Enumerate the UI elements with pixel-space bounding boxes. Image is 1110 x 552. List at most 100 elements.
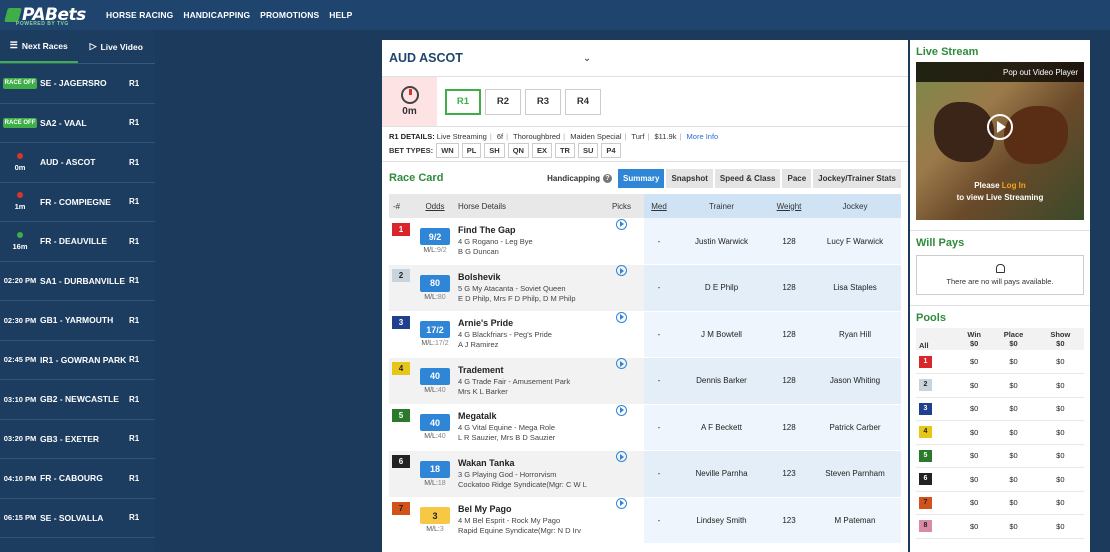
more-info-link[interactable]: More Info (686, 132, 719, 141)
race-list-item[interactable]: 0m AUD - ASCOT R1 (0, 143, 155, 183)
play-video-icon[interactable] (616, 265, 627, 277)
morning-line-value: 40 (437, 433, 446, 441)
bet-type-ex[interactable]: EX (531, 143, 552, 158)
race-button-r4[interactable]: R4 (565, 88, 601, 115)
col-odds[interactable]: Odds (416, 194, 454, 218)
odds-button[interactable]: 17/2 (420, 321, 450, 339)
morning-line-value: 3 (439, 526, 444, 534)
nav-promotions[interactable]: PROMOTIONS (260, 10, 320, 20)
horse-name[interactable]: Bolshevik (458, 271, 501, 282)
detail-purse: $11.9k (654, 132, 677, 141)
odds-button[interactable]: 40 (420, 414, 450, 432)
odds-button[interactable]: 9/2 (420, 228, 450, 245)
horse-name[interactable]: Tradement (458, 364, 504, 375)
race-list-item[interactable]: 1m FR - COMPIEGNE R1 (0, 183, 155, 222)
bet-type-tr[interactable]: TR (554, 143, 575, 158)
pools-col-win-label: Win (967, 330, 982, 339)
bet-type-p4[interactable]: P4 (601, 143, 621, 158)
bet-type-wn[interactable]: WN (436, 143, 459, 158)
program-number: 8 (919, 520, 932, 533)
play-video-icon[interactable] (616, 218, 627, 230)
race-list-item[interactable]: 16m FR - DEAUVILLE R1 (0, 222, 155, 262)
race-list-item[interactable]: 02:45 PM IR1 - GOWRAN PARK R1 (0, 341, 155, 380)
horse-name[interactable]: Megatalk (458, 411, 497, 422)
odds-cell: 80 M/L:80 (416, 264, 454, 312)
race-list-item[interactable]: 04:10 PM FR - CABOURG R1 (0, 459, 155, 499)
col-med[interactable]: Med (644, 194, 674, 218)
race-list-item[interactable]: 02:20 PM SA1 - DURBANVILLE R1 (0, 262, 155, 301)
chevron-down-icon[interactable]: ⌄ (582, 52, 592, 64)
bet-type-su[interactable]: SU (577, 143, 599, 158)
bet-type-pl[interactable]: PL (461, 143, 482, 158)
horse-name[interactable]: Bel My Pago (458, 504, 512, 515)
program-number: 2 (392, 269, 410, 283)
nav-handicapping[interactable]: HANDICAPPING (183, 10, 251, 20)
odds-button[interactable]: 80 (420, 274, 450, 292)
race-list-item[interactable]: 03:20 PM GB3 - EXETER R1 (0, 420, 155, 459)
race-list-item[interactable]: RACE OFF SA2 - VAAL R1 (0, 104, 155, 143)
race-button-r2[interactable]: R2 (485, 88, 521, 115)
popout-video-link[interactable]: Pop out Video Player (916, 62, 1084, 82)
play-video-icon[interactable] (616, 311, 627, 323)
tab-handicap-3[interactable]: Pace (782, 168, 812, 188)
bet-type-qn[interactable]: QN (507, 143, 529, 158)
morning-line: M/L:40 (424, 433, 446, 441)
odds-button[interactable]: 18 (420, 460, 450, 478)
race-status: 0m (0, 152, 40, 172)
clock-icon (400, 86, 419, 104)
race-list-item[interactable]: 03:10 PM GB2 - NEWCASTLE R1 (0, 380, 155, 420)
status-dot-icon (17, 152, 23, 159)
play-video-icon[interactable] (616, 358, 627, 370)
play-video-icon[interactable] (616, 451, 627, 463)
track-selector[interactable]: AUD ASCOT ⌄ (382, 40, 908, 77)
weight-cell: 128 (769, 311, 809, 358)
nav-horse-racing[interactable]: HORSE RACING (106, 10, 174, 20)
nav-help[interactable]: HELP (329, 10, 353, 20)
horse-name[interactable]: Wakan Tanka (458, 457, 515, 468)
bet-type-sh[interactable]: SH (484, 143, 505, 158)
horse-name[interactable]: Arnie's Pride (458, 318, 514, 329)
race-track-name: GB3 - EXETER (40, 433, 100, 444)
pabets-logo[interactable]: PABets POWERED BY TVG (4, 2, 98, 28)
play-icon[interactable] (987, 114, 1013, 140)
play-video-icon[interactable] (616, 404, 627, 416)
trainer-cell: Lindsey Smith (674, 497, 769, 544)
view-streaming-text: to view Live Streaming (956, 193, 1044, 202)
race-button-r3[interactable]: R3 (525, 88, 561, 115)
race-track-name: AUD - ASCOT (40, 157, 96, 168)
tab-live-video[interactable]: ▷ Live Video (78, 30, 156, 63)
tab-handicap-2[interactable]: Speed & Class (714, 168, 781, 188)
top-nav-menu: HORSE RACING HANDICAPPING PROMOTIONS HEL… (106, 10, 362, 20)
race-list-item[interactable]: RACE OFF SE - JAGERSRO R1 (0, 64, 155, 104)
pool-win: $0 (958, 467, 991, 492)
bell-icon (995, 264, 1005, 273)
video-login-message: Please Log In to view Live Streaming (916, 180, 1084, 204)
minutes-to-post: 1m (14, 202, 26, 212)
pool-show: $0 (1036, 397, 1084, 421)
odds-button[interactable]: 3 (420, 507, 450, 525)
post-time: 02:20 PM (3, 276, 37, 286)
tab-handicap-1[interactable]: Snapshot (666, 168, 713, 188)
horse-owner: Rapid Equine Syndicate(Mgr: N D Irv (458, 526, 581, 536)
runner-number-cell: 2 (389, 264, 416, 312)
horse-name[interactable]: Find The Gap (458, 225, 516, 235)
jockey-cell: Patrick Carber (809, 404, 901, 451)
runner-number-cell: 4 (389, 357, 416, 405)
table-row: 2 80 M/L:80 Bolshevik 5 G My Atacanta - Sovi… (389, 264, 901, 312)
tab-handicap-0[interactable]: Summary (617, 168, 665, 188)
odds-button[interactable]: 40 (420, 367, 450, 385)
race-button-r1[interactable]: R1 (445, 88, 481, 115)
help-icon[interactable]: ? (602, 173, 612, 183)
race-list-item[interactable]: 02:30 PM GB1 - YARMOUTH R1 (0, 301, 155, 341)
col-weight[interactable]: Weight (769, 194, 809, 218)
race-list-item[interactable]: 06:15 PM SE - SOLVALLA R1 (0, 499, 155, 538)
col-num[interactable]: -# (389, 194, 416, 218)
horse-owner: Cockatoo Ridge Syndicate(Mgr: C W L (458, 479, 587, 489)
tab-handicap-4[interactable]: Jockey/Trainer Stats (813, 168, 901, 188)
post-time: 02:45 PM (3, 355, 37, 365)
login-link[interactable]: Log In (1001, 181, 1026, 190)
video-player[interactable]: Pop out Video Player Please Log In to vi… (916, 62, 1084, 220)
tab-next-races[interactable]: ☰ Next Races (0, 30, 78, 63)
play-video-icon[interactable] (616, 497, 627, 509)
runner-number-cell: 5 (389, 404, 416, 451)
